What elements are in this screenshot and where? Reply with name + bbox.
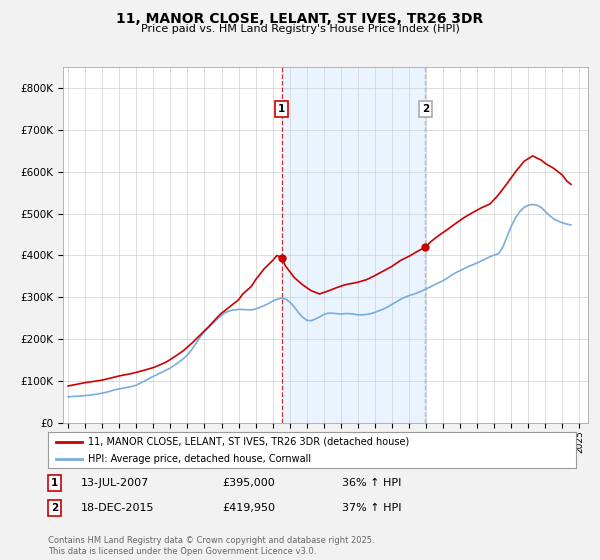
Text: Contains HM Land Registry data © Crown copyright and database right 2025.
This d: Contains HM Land Registry data © Crown c…	[48, 536, 374, 556]
Text: 2: 2	[51, 503, 58, 513]
Text: 11, MANOR CLOSE, LELANT, ST IVES, TR26 3DR: 11, MANOR CLOSE, LELANT, ST IVES, TR26 3…	[116, 12, 484, 26]
Text: 1: 1	[278, 104, 286, 114]
Text: 1: 1	[51, 478, 58, 488]
Text: £395,000: £395,000	[222, 478, 275, 488]
Text: 18-DEC-2015: 18-DEC-2015	[81, 503, 155, 513]
Text: 36% ↑ HPI: 36% ↑ HPI	[342, 478, 401, 488]
Text: 37% ↑ HPI: 37% ↑ HPI	[342, 503, 401, 513]
Text: £419,950: £419,950	[222, 503, 275, 513]
Text: Price paid vs. HM Land Registry's House Price Index (HPI): Price paid vs. HM Land Registry's House …	[140, 24, 460, 34]
Text: 2: 2	[422, 104, 429, 114]
Text: 13-JUL-2007: 13-JUL-2007	[81, 478, 149, 488]
Bar	[281, 67, 425, 423]
Text: HPI: Average price, detached house, Cornwall: HPI: Average price, detached house, Corn…	[88, 454, 311, 464]
Text: 11, MANOR CLOSE, LELANT, ST IVES, TR26 3DR (detached house): 11, MANOR CLOSE, LELANT, ST IVES, TR26 3…	[88, 437, 409, 447]
